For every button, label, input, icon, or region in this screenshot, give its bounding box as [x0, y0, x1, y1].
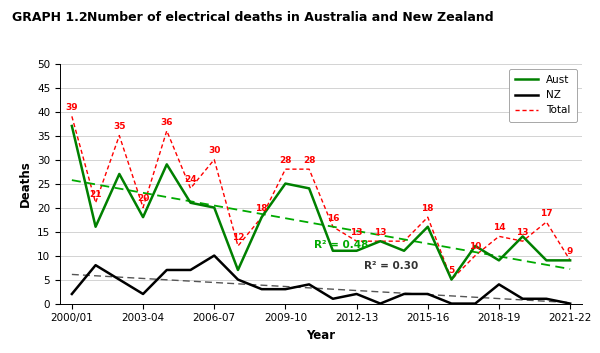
Text: 39: 39 — [65, 103, 78, 112]
Text: 17: 17 — [540, 209, 553, 218]
Text: 12: 12 — [232, 233, 244, 242]
Text: 16: 16 — [326, 214, 339, 223]
Text: Number of electrical deaths in Australia and New Zealand: Number of electrical deaths in Australia… — [87, 11, 494, 24]
Text: 30: 30 — [208, 146, 220, 155]
Text: 28: 28 — [303, 156, 316, 165]
Legend: Aust, NZ, Total: Aust, NZ, Total — [509, 69, 577, 122]
Text: 13: 13 — [350, 228, 363, 237]
X-axis label: Year: Year — [307, 329, 335, 342]
Text: GRAPH 1.2: GRAPH 1.2 — [12, 11, 88, 24]
Text: 28: 28 — [279, 156, 292, 165]
Text: 13: 13 — [374, 228, 386, 237]
Text: 21: 21 — [89, 190, 102, 199]
Text: 10: 10 — [469, 243, 481, 251]
Text: R² = 0.30: R² = 0.30 — [364, 261, 418, 271]
Text: R² = 0.48: R² = 0.48 — [314, 240, 368, 250]
Text: 20: 20 — [137, 195, 149, 203]
Text: 13: 13 — [517, 228, 529, 237]
Text: 5: 5 — [448, 267, 455, 275]
Text: 24: 24 — [184, 175, 197, 184]
Text: 18: 18 — [256, 204, 268, 213]
Text: 14: 14 — [493, 223, 505, 232]
Y-axis label: Deaths: Deaths — [19, 160, 31, 207]
Text: 35: 35 — [113, 122, 125, 131]
Text: 36: 36 — [161, 118, 173, 127]
Text: 9: 9 — [567, 247, 574, 256]
Text: 18: 18 — [422, 204, 434, 213]
